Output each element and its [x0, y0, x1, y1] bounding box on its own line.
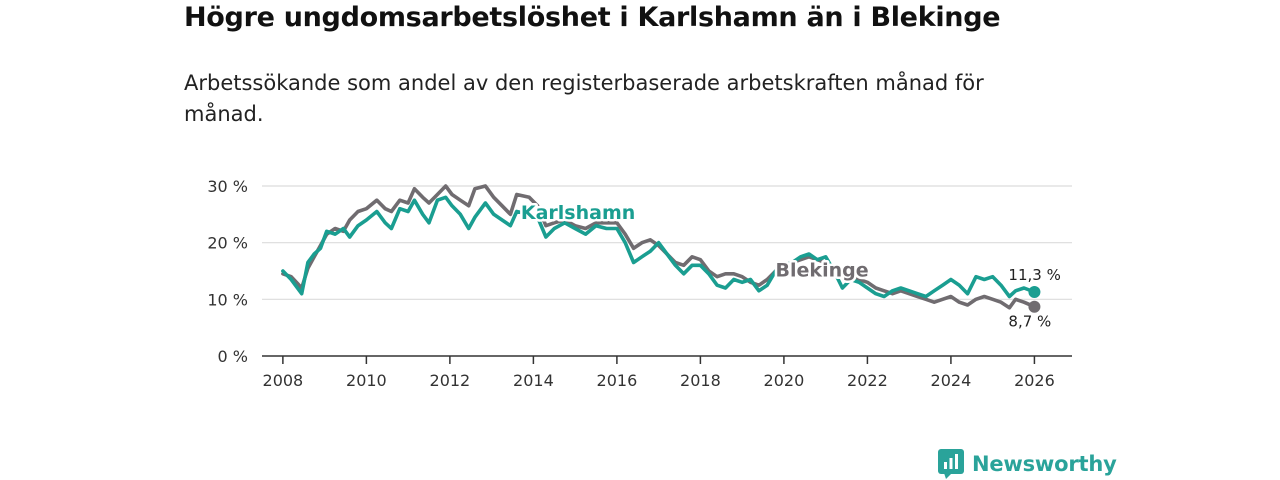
series-label-karlshamn: Karlshamn [521, 202, 635, 224]
x-tick-label-2024: 2024 [931, 371, 972, 390]
endpoint-dot-blekinge [1028, 300, 1041, 313]
chart-title: Högre ungdomsarbetslöshet i Karlshamn än… [184, 2, 1001, 33]
y-tick-label-30: 30 % [207, 177, 248, 196]
y-tick-label-20: 20 % [207, 234, 248, 253]
x-tick-label-2026: 2026 [1014, 371, 1055, 390]
series-line-blekinge [281, 184, 1037, 310]
x-tick-label-2008: 2008 [263, 371, 304, 390]
newsworthy-logo-icon [938, 449, 964, 479]
x-tick-label-2010: 2010 [346, 371, 387, 390]
x-tick-label-2018: 2018 [680, 371, 721, 390]
x-tick-label-2016: 2016 [597, 371, 638, 390]
x-tick-label-2022: 2022 [847, 371, 888, 390]
end-value-label-karlshamn: 11,3 % [1008, 266, 1060, 284]
y-tick-label-0: 0 % [218, 347, 248, 366]
x-tick-label-2012: 2012 [430, 371, 471, 390]
brand-name: Newsworthy [972, 452, 1117, 476]
end-value-label-blekinge: 8,7 % [1008, 313, 1051, 331]
series-line-karlshamn [281, 195, 1037, 299]
series-label-blekinge: Blekinge [776, 260, 869, 282]
chart-subtitle: Arbetssökande som andel av den registerb… [184, 71, 984, 126]
x-tick-label-2014: 2014 [513, 371, 554, 390]
endpoint-dot-karlshamn [1028, 285, 1041, 298]
brand[interactable]: Newsworthy [938, 449, 1117, 479]
y-tick-label-10: 10 % [207, 290, 248, 309]
x-tick-label-2020: 2020 [764, 371, 805, 390]
